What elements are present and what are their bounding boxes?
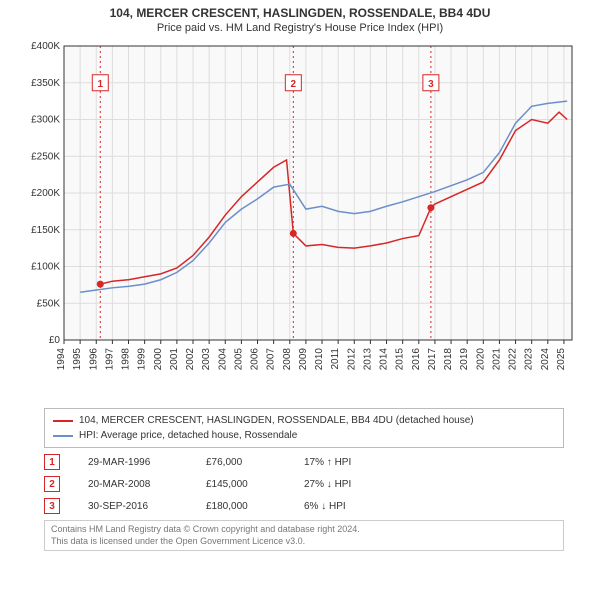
sale-row: 3 30-SEP-2016 £180,000 6% ↓ HPI	[44, 498, 564, 514]
chart-title: 104, MERCER CRESCENT, HASLINGDEN, ROSSEN…	[0, 6, 600, 20]
sale-pct: 17% ↑ HPI	[304, 457, 394, 468]
chart-svg: £0 £50K £100K £150K £200K £250K £300K £350K £400…	[20, 40, 580, 400]
svg-text:2011: 2011	[330, 348, 341, 370]
sale-date: 20-MAR-2008	[88, 479, 178, 490]
svg-text:1995: 1995	[72, 348, 83, 371]
svg-text:2009: 2009	[298, 348, 309, 371]
sale-price: £76,000	[206, 457, 276, 468]
svg-text:£400K: £400K	[31, 41, 60, 52]
chart-subtitle: Price paid vs. HM Land Registry's House …	[0, 22, 600, 34]
footer-line1: Contains HM Land Registry data © Crown c…	[51, 524, 557, 536]
svg-text:1999: 1999	[137, 348, 148, 371]
sale-row: 2 20-MAR-2008 £145,000 27% ↓ HPI	[44, 476, 564, 492]
chart-plot: £0 £50K £100K £150K £200K £250K £300K £350K £400…	[20, 40, 580, 400]
svg-text:2023: 2023	[524, 348, 535, 371]
sale-date: 29-MAR-1996	[88, 457, 178, 468]
legend: 104, MERCER CRESCENT, HASLINGDEN, ROSSEN…	[44, 408, 564, 448]
svg-text:£300K: £300K	[31, 115, 60, 126]
svg-text:2016: 2016	[411, 348, 422, 371]
svg-text:£50K: £50K	[37, 298, 61, 309]
svg-text:2014: 2014	[379, 348, 390, 371]
svg-text:2021: 2021	[491, 348, 502, 371]
svg-text:2002: 2002	[185, 348, 196, 371]
sale-price: £145,000	[206, 479, 276, 490]
svg-text:2008: 2008	[282, 348, 293, 371]
svg-text:£100K: £100K	[31, 262, 60, 273]
svg-text:2018: 2018	[443, 348, 454, 371]
svg-text:2003: 2003	[201, 348, 212, 371]
svg-text:3: 3	[428, 79, 434, 90]
sale-row: 1 29-MAR-1996 £76,000 17% ↑ HPI	[44, 454, 564, 470]
legend-swatch	[53, 420, 73, 422]
footer-line2: This data is licensed under the Open Gov…	[51, 536, 557, 548]
sale-pct: 6% ↓ HPI	[304, 501, 394, 512]
svg-text:2020: 2020	[475, 348, 486, 371]
svg-text:1994: 1994	[56, 348, 67, 371]
svg-text:1996: 1996	[88, 348, 99, 371]
svg-text:2017: 2017	[427, 348, 438, 371]
sale-marker: 1	[44, 454, 60, 470]
svg-text:2005: 2005	[233, 348, 244, 371]
legend-swatch	[53, 435, 73, 437]
legend-label: HPI: Average price, detached house, Ross…	[79, 428, 297, 443]
svg-text:1997: 1997	[104, 348, 115, 371]
svg-text:£350K: £350K	[31, 78, 60, 89]
svg-text:2015: 2015	[395, 348, 406, 371]
sale-price: £180,000	[206, 501, 276, 512]
svg-text:2001: 2001	[169, 348, 180, 371]
legend-row: HPI: Average price, detached house, Ross…	[53, 428, 555, 443]
svg-text:£250K: £250K	[31, 151, 60, 162]
svg-text:2025: 2025	[556, 348, 567, 371]
footer: Contains HM Land Registry data © Crown c…	[44, 520, 564, 551]
legend-label: 104, MERCER CRESCENT, HASLINGDEN, ROSSEN…	[79, 413, 474, 428]
svg-text:2010: 2010	[314, 348, 325, 371]
sales-table: 1 29-MAR-1996 £76,000 17% ↑ HPI 2 20-MAR-2008…	[44, 454, 564, 514]
legend-row: 104, MERCER CRESCENT, HASLINGDEN, ROSSEN…	[53, 413, 555, 428]
svg-text:£0: £0	[49, 335, 61, 346]
svg-text:2004: 2004	[217, 348, 228, 371]
sale-marker: 2	[44, 476, 60, 492]
svg-text:2006: 2006	[250, 348, 261, 371]
svg-text:2019: 2019	[459, 348, 470, 371]
svg-text:2022: 2022	[508, 348, 519, 371]
svg-text:1998: 1998	[121, 348, 132, 371]
svg-text:2024: 2024	[540, 348, 551, 371]
svg-text:2012: 2012	[346, 348, 357, 371]
svg-text:£150K: £150K	[31, 225, 60, 236]
svg-text:1: 1	[98, 79, 104, 90]
svg-text:2013: 2013	[362, 348, 373, 371]
sale-marker: 3	[44, 498, 60, 514]
sale-date: 30-SEP-2016	[88, 501, 178, 512]
svg-text:2007: 2007	[266, 348, 277, 371]
sale-pct: 27% ↓ HPI	[304, 479, 394, 490]
svg-text:2000: 2000	[153, 348, 164, 371]
svg-text:2: 2	[291, 79, 297, 90]
svg-text:£200K: £200K	[31, 188, 60, 199]
